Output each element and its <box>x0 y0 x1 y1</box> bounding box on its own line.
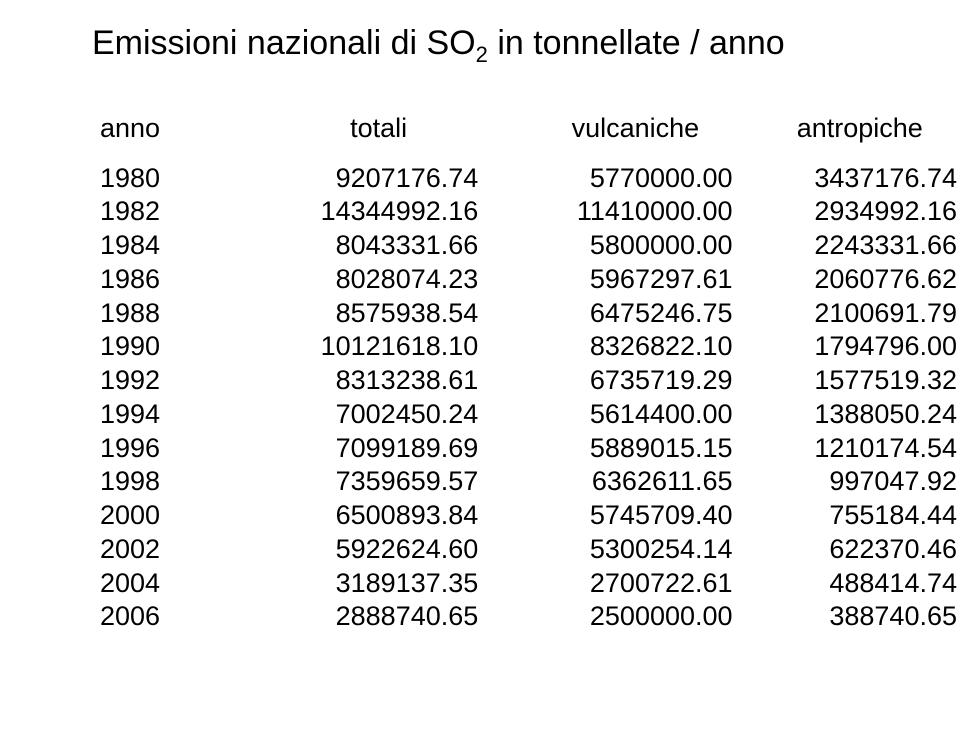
cell-anno: 1988 <box>100 297 249 331</box>
table-row: 20043189137.352700722.61488414.74 <box>100 567 957 601</box>
col-header-anno: anno <box>100 112 249 162</box>
page-title: Emissioni nazionali di SO2 in tonnellate… <box>92 24 957 68</box>
cell-totali: 7359659.57 <box>249 465 508 499</box>
table-header-row: anno totali vulcaniche antropiche <box>100 112 957 162</box>
cell-anno: 2002 <box>100 533 249 567</box>
cell-anno: 2000 <box>100 499 249 533</box>
table-row: 198214344992.1611410000.002934992.16 <box>100 195 957 229</box>
cell-vulcaniche: 5967297.61 <box>508 263 762 297</box>
cell-antropiche: 1388050.24 <box>763 398 957 432</box>
cell-vulcaniche: 6735719.29 <box>508 364 762 398</box>
col-header-vulcaniche: vulcaniche <box>508 112 762 162</box>
cell-vulcaniche: 2500000.00 <box>508 600 762 634</box>
cell-vulcaniche: 5300254.14 <box>508 533 762 567</box>
cell-totali: 8313238.61 <box>249 364 508 398</box>
cell-antropiche: 755184.44 <box>763 499 957 533</box>
cell-totali: 8028074.23 <box>249 263 508 297</box>
cell-antropiche: 1577519.32 <box>763 364 957 398</box>
cell-antropiche: 388740.65 <box>763 600 957 634</box>
cell-antropiche: 1210174.54 <box>763 432 957 466</box>
table-row: 19848043331.665800000.002243331.66 <box>100 229 957 263</box>
cell-vulcaniche: 6362611.65 <box>508 465 762 499</box>
cell-totali: 6500893.84 <box>249 499 508 533</box>
cell-antropiche: 2243331.66 <box>763 229 957 263</box>
title-suffix: in tonnellate / anno <box>488 24 785 62</box>
cell-anno: 1996 <box>100 432 249 466</box>
cell-antropiche: 2934992.16 <box>763 195 957 229</box>
cell-antropiche: 2060776.62 <box>763 263 957 297</box>
cell-anno: 1992 <box>100 364 249 398</box>
table-row: 20025922624.605300254.14622370.46 <box>100 533 957 567</box>
cell-vulcaniche: 5745709.40 <box>508 499 762 533</box>
cell-vulcaniche: 5889015.15 <box>508 432 762 466</box>
cell-totali: 7099189.69 <box>249 432 508 466</box>
table-row: 19809207176.745770000.003437176.74 <box>100 162 957 196</box>
cell-vulcaniche: 2700722.61 <box>508 567 762 601</box>
cell-totali: 14344992.16 <box>249 195 508 229</box>
cell-antropiche: 1794796.00 <box>763 330 957 364</box>
cell-anno: 1998 <box>100 465 249 499</box>
cell-vulcaniche: 5614400.00 <box>508 398 762 432</box>
emissions-table: anno totali vulcaniche antropiche 198092… <box>100 112 957 634</box>
cell-antropiche: 488414.74 <box>763 567 957 601</box>
col-header-antropiche: antropiche <box>763 112 957 162</box>
cell-antropiche: 3437176.74 <box>763 162 957 196</box>
table-row: 199010121618.108326822.101794796.00 <box>100 330 957 364</box>
cell-totali: 9207176.74 <box>249 162 508 196</box>
cell-totali: 10121618.10 <box>249 330 508 364</box>
table-row: 19967099189.695889015.151210174.54 <box>100 432 957 466</box>
cell-vulcaniche: 5800000.00 <box>508 229 762 263</box>
cell-antropiche: 2100691.79 <box>763 297 957 331</box>
table-row: 20006500893.845745709.40755184.44 <box>100 499 957 533</box>
cell-totali: 5922624.60 <box>249 533 508 567</box>
cell-totali: 8575938.54 <box>249 297 508 331</box>
cell-anno: 1994 <box>100 398 249 432</box>
cell-totali: 7002450.24 <box>249 398 508 432</box>
cell-anno: 1990 <box>100 330 249 364</box>
cell-totali: 3189137.35 <box>249 567 508 601</box>
cell-totali: 2888740.65 <box>249 600 508 634</box>
table-row: 19928313238.616735719.291577519.32 <box>100 364 957 398</box>
cell-vulcaniche: 11410000.00 <box>508 195 762 229</box>
table-row: 19947002450.245614400.001388050.24 <box>100 398 957 432</box>
cell-anno: 1986 <box>100 263 249 297</box>
cell-vulcaniche: 6475246.75 <box>508 297 762 331</box>
title-subscript: 2 <box>476 42 488 67</box>
cell-anno: 1984 <box>100 229 249 263</box>
table-row: 19868028074.235967297.612060776.62 <box>100 263 957 297</box>
cell-vulcaniche: 5770000.00 <box>508 162 762 196</box>
table-body: 19809207176.745770000.003437176.74198214… <box>100 162 957 635</box>
cell-anno: 2006 <box>100 600 249 634</box>
col-header-totali: totali <box>249 112 508 162</box>
cell-anno: 1982 <box>100 195 249 229</box>
table-row: 19987359659.576362611.65997047.92 <box>100 465 957 499</box>
cell-antropiche: 997047.92 <box>763 465 957 499</box>
cell-totali: 8043331.66 <box>249 229 508 263</box>
page: Emissioni nazionali di SO2 in tonnellate… <box>0 0 957 741</box>
cell-anno: 2004 <box>100 567 249 601</box>
table-row: 19888575938.546475246.752100691.79 <box>100 297 957 331</box>
cell-anno: 1980 <box>100 162 249 196</box>
title-prefix: Emissioni nazionali di SO <box>92 24 476 62</box>
cell-antropiche: 622370.46 <box>763 533 957 567</box>
cell-vulcaniche: 8326822.10 <box>508 330 762 364</box>
table-row: 20062888740.652500000.00388740.65 <box>100 600 957 634</box>
